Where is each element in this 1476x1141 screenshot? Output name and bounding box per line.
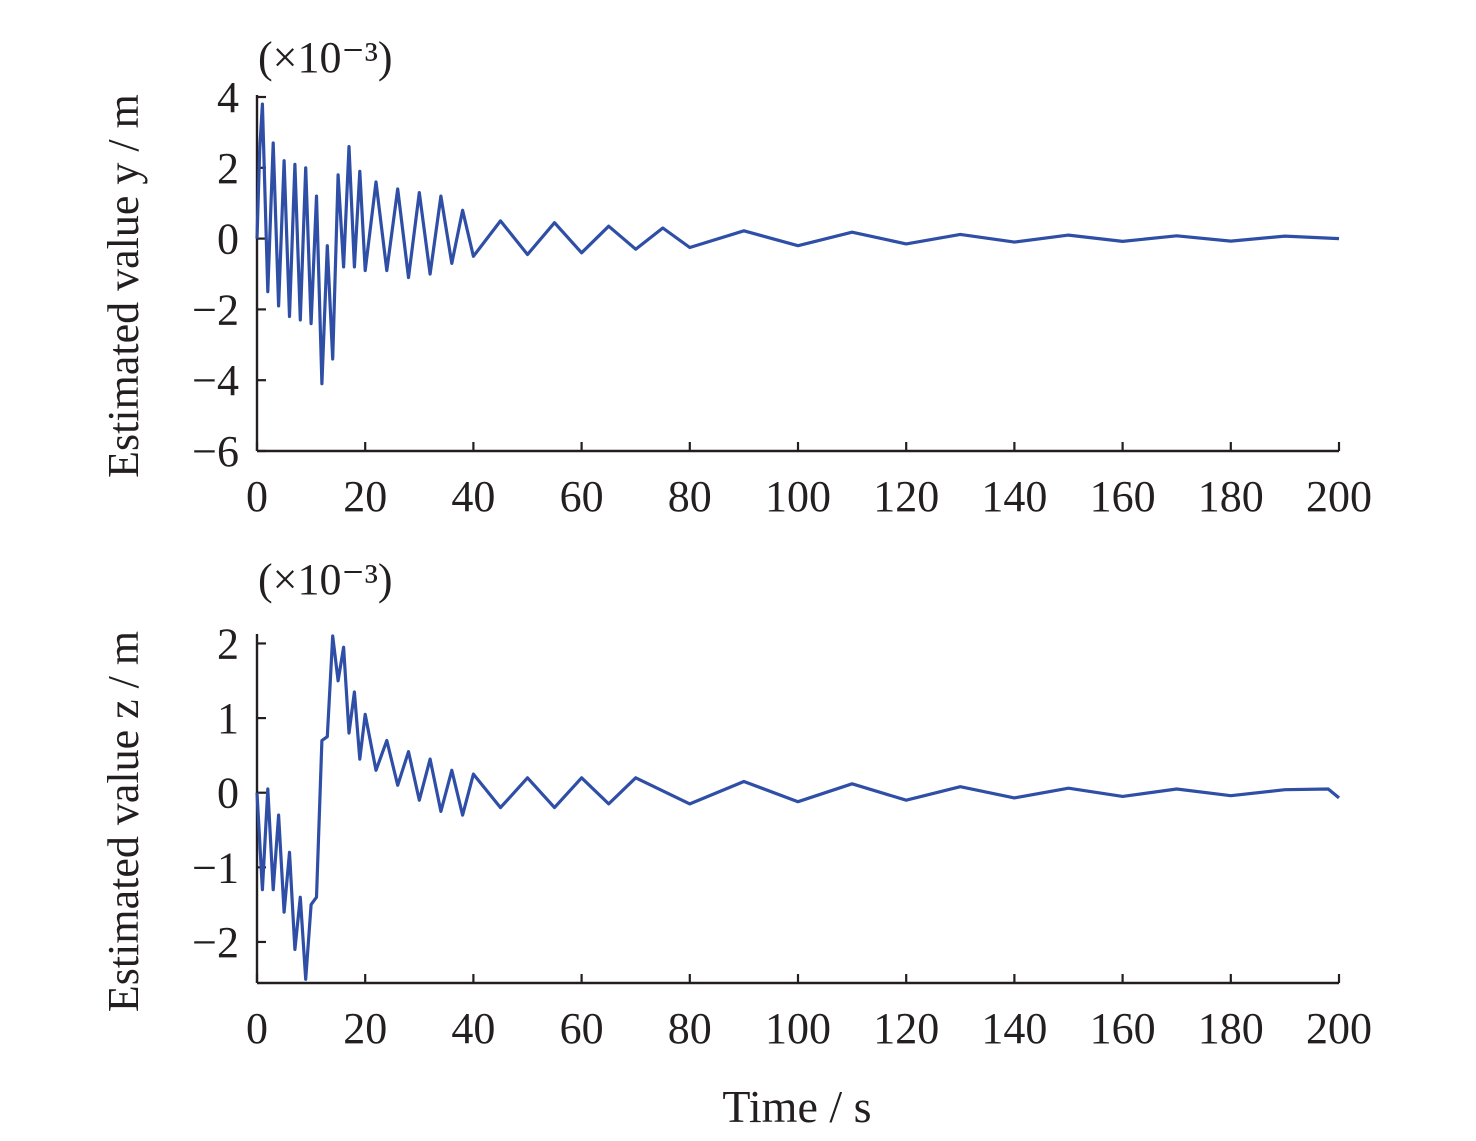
x-axis-label: Time / s [722, 1081, 871, 1132]
y-axis-label: Estimated value z / m [99, 631, 148, 1012]
y-tick-label: −2 [192, 918, 239, 967]
x-tick-label: 200 [1306, 472, 1372, 521]
x-tick-label: 160 [1090, 472, 1156, 521]
y-tick-label: 0 [217, 215, 239, 264]
y-tick-label: 2 [217, 619, 239, 668]
x-tick-label: 200 [1306, 1004, 1372, 1053]
x-tick-label: 20 [343, 472, 387, 521]
x-tick-label: 0 [246, 472, 268, 521]
scale-factor-label: (×10⁻³) [258, 555, 393, 604]
scale-factor-label: (×10⁻³) [258, 33, 393, 82]
series-line [255, 634, 1341, 981]
x-tick-label: 180 [1198, 1004, 1264, 1053]
x-tick-label: 40 [451, 1004, 495, 1053]
x-tick-label: 120 [873, 1004, 939, 1053]
x-tick-label: 140 [981, 1004, 1047, 1053]
series-line [255, 102, 1340, 386]
y-tick-label: 1 [217, 694, 239, 743]
y-tick-label: −4 [192, 356, 239, 405]
x-tick-label: 100 [765, 472, 831, 521]
x-tick-label: 80 [668, 472, 712, 521]
x-tick-label: 60 [560, 472, 604, 521]
x-tick-label: 100 [765, 1004, 831, 1053]
y-tick-label: −6 [192, 427, 239, 476]
y-tick-label: 0 [217, 769, 239, 818]
y-tick-label: 4 [217, 73, 239, 122]
y-axis-label: Estimated value y / m [99, 94, 148, 478]
x-tick-label: 40 [451, 472, 495, 521]
x-tick-label: 140 [981, 472, 1047, 521]
x-tick-label: 20 [343, 1004, 387, 1053]
y-tick-label: 2 [217, 144, 239, 193]
x-tick-label: 160 [1090, 1004, 1156, 1053]
x-tick-label: 0 [246, 1004, 268, 1053]
chart-panel-z: 0 20 40 60 80 100 120 140 160 180 200 2 1 0 −1 −2 (×10⁻³… [99, 555, 1372, 1053]
y-tick-label: −2 [192, 285, 239, 334]
x-tick-label: 180 [1198, 472, 1264, 521]
x-tick-label: 80 [668, 1004, 712, 1053]
y-tick-label: −1 [192, 843, 239, 892]
x-tick-label: 60 [560, 1004, 604, 1053]
chart-panel-y: 0 20 40 60 80 100 120 140 160 180 200420−2−4−6(×10… [99, 33, 1372, 521]
x-tick-label: 120 [873, 472, 939, 521]
